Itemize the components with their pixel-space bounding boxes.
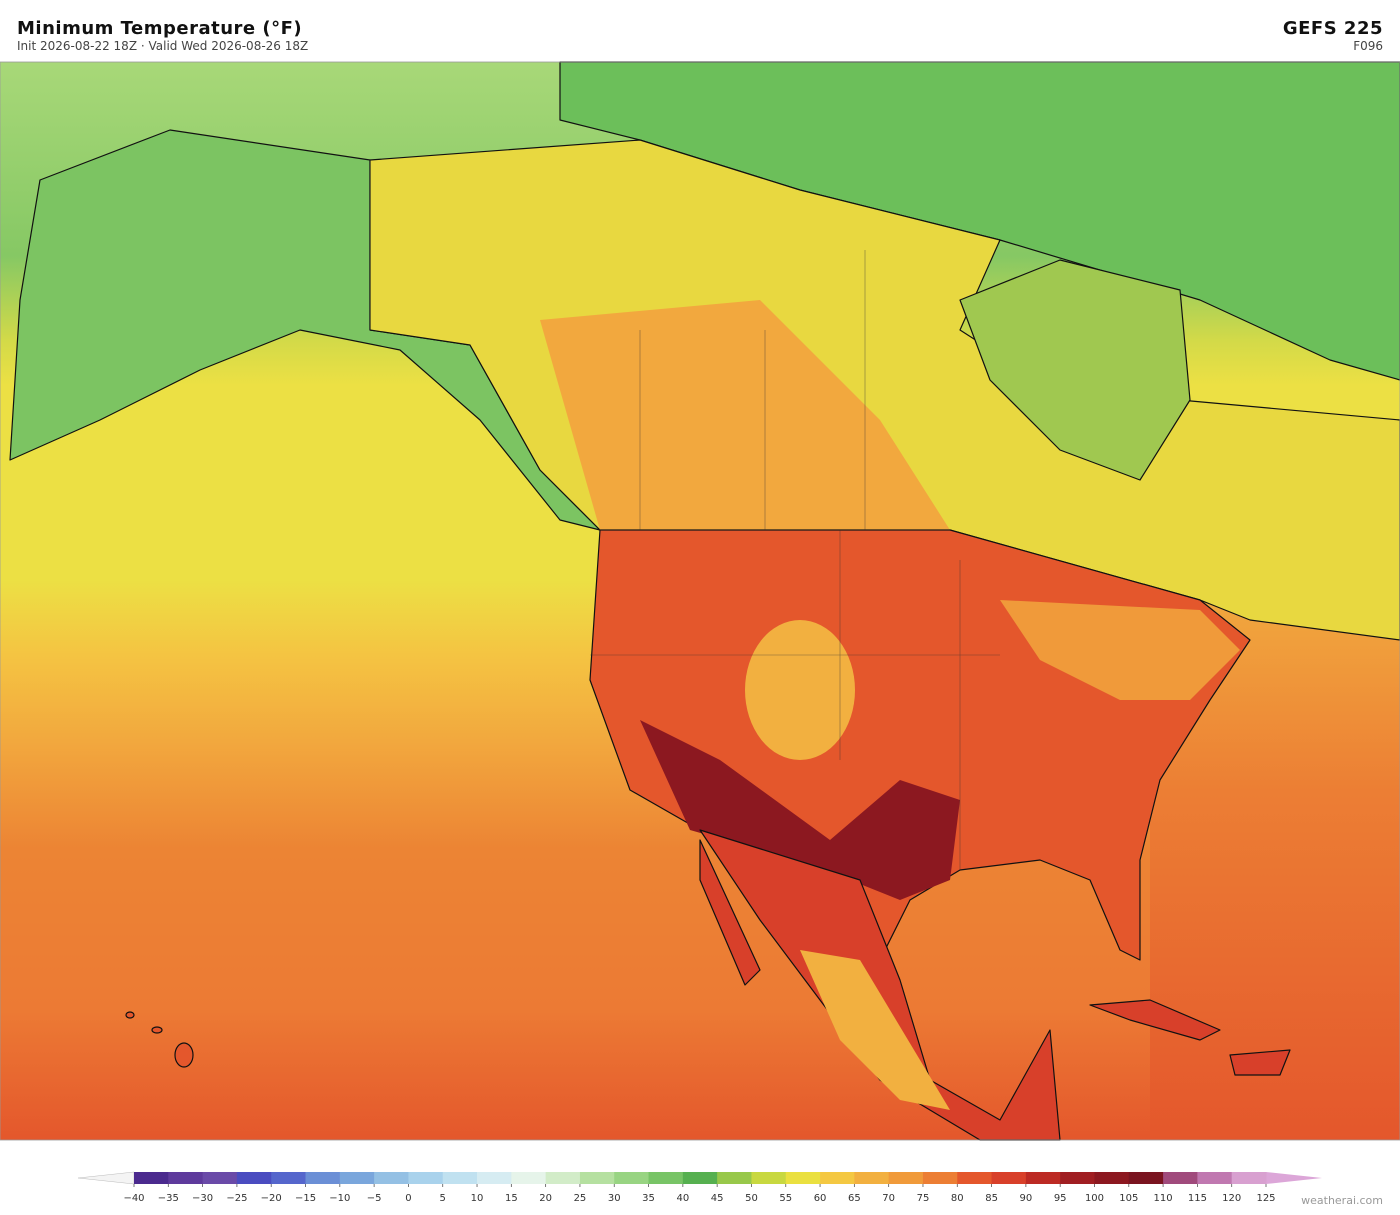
colorbar-bin (511, 1172, 547, 1184)
model-name: GEFS 225 (1283, 18, 1383, 39)
colorbar-tick-label: 65 (848, 1193, 861, 1204)
colorbar-tick-label: 30 (608, 1193, 621, 1204)
colorbar-bin (717, 1172, 752, 1184)
colorbar-bin (339, 1172, 375, 1184)
colorbar-bin (134, 1172, 169, 1184)
colorbar-bin (991, 1172, 1027, 1184)
colorbar-bin (1060, 1172, 1095, 1184)
colorbar-tick-label: 75 (917, 1193, 930, 1204)
mexico (699, 829, 1061, 1141)
cuba (1089, 999, 1221, 1041)
colorbar-tick-label: 35 (642, 1193, 655, 1204)
colorbar-bin (579, 1172, 615, 1184)
hawaii (151, 1026, 163, 1034)
colorbar-bin (1197, 1172, 1233, 1184)
colorbar-tick-label: −15 (295, 1193, 316, 1204)
colorbar-tick-label: 85 (985, 1193, 998, 1204)
colorbar-bin (957, 1172, 993, 1184)
colorbar-bin (888, 1172, 924, 1184)
colorbar-tick-label: −25 (226, 1193, 247, 1204)
colorbar-tick-label: 120 (1222, 1193, 1241, 1204)
colorbar-tick-label: 50 (745, 1193, 758, 1204)
colorbar-bin (408, 1172, 444, 1184)
colorbar-tick-label: 115 (1188, 1193, 1207, 1204)
colorbar-bin (614, 1172, 650, 1184)
colorbar-tick-label: 125 (1256, 1193, 1275, 1204)
colorbar-bin (682, 1172, 718, 1184)
colorbar-bin (648, 1172, 684, 1184)
colorbar-bin (271, 1172, 307, 1184)
hudson-bay (959, 259, 1191, 481)
map-frame (0, 61, 1400, 1141)
hispaniola (1229, 1049, 1291, 1076)
colorbar-bin (168, 1172, 204, 1184)
colorbar-tick-label: 110 (1154, 1193, 1173, 1204)
colorbar-bin (854, 1172, 890, 1184)
colorbar-tick-label: 10 (471, 1193, 484, 1204)
colorbar-tick-label: −20 (261, 1193, 282, 1204)
forecast-hour: F096 (1353, 39, 1383, 53)
colorbar-bin (236, 1172, 272, 1184)
colorbar-tick-label: 25 (574, 1193, 587, 1204)
colorbar-tick-label: −30 (192, 1193, 213, 1204)
colorbar-tick-label: 80 (951, 1193, 964, 1204)
hawaii (174, 1042, 194, 1068)
borders (369, 160, 1000, 870)
watermark: weatherai.com (1301, 1194, 1383, 1207)
colorbar-tick-label: 105 (1119, 1193, 1138, 1204)
colorbar-bin (1025, 1172, 1061, 1184)
colorbar-tick-label: 55 (779, 1193, 792, 1204)
rockies-cool (745, 620, 855, 760)
colorbar-bin (1163, 1172, 1198, 1184)
colorbar-bin (820, 1172, 855, 1184)
colorbar-tick-label: −35 (158, 1193, 179, 1204)
hawaii (125, 1011, 135, 1019)
colorbar-bin (305, 1172, 341, 1184)
map-subtitle: Init 2026-08-22 18Z · Valid Wed 2026-08-… (17, 39, 308, 53)
colorbar-tick-label: 40 (676, 1193, 689, 1204)
colorbar-tick-label: 70 (882, 1193, 895, 1204)
colorbar-bin (751, 1172, 787, 1184)
colorbar-tick-label: −5 (367, 1193, 382, 1204)
colorbar-bin (785, 1172, 821, 1184)
colorbar-tick-label: −40 (123, 1193, 144, 1204)
southwest-hot (640, 720, 960, 900)
colorbar-tick-label: 0 (405, 1193, 411, 1204)
colorbar-under (77, 1171, 135, 1185)
colorbar-bin (442, 1172, 478, 1184)
colorbar-bin (1128, 1172, 1164, 1184)
colorbar-tick-label: 15 (505, 1193, 518, 1204)
colorbar: −40 −35 −30 −25 −20 −15 −10 −5 0 5 10 15 20 25 30 35 40 4… (77, 1171, 1322, 1204)
mexico-highlands (800, 950, 950, 1110)
colorbar-tick-label: 90 (1020, 1193, 1033, 1204)
colorbar-bin (374, 1172, 409, 1184)
prairies-warm (540, 300, 950, 530)
colorbar-tick-label: 95 (1054, 1193, 1067, 1204)
colorbar-tick-label: 20 (539, 1193, 552, 1204)
colorbar-tick-label: 45 (711, 1193, 724, 1204)
baja (699, 839, 761, 986)
colorbar-bin (1094, 1172, 1130, 1184)
colorbar-tick-label: 100 (1085, 1193, 1104, 1204)
colorbar-over (1266, 1172, 1322, 1184)
colorbar-bin (922, 1172, 958, 1184)
colorbar-bin (1231, 1172, 1267, 1184)
colorbar-tick-label: 5 (440, 1193, 446, 1204)
northeast-warm (1000, 600, 1240, 700)
colorbar-bin (545, 1172, 581, 1184)
colorbar-bin (477, 1172, 512, 1184)
colorbar-bin (202, 1172, 238, 1184)
colorbar-tick-label: −10 (329, 1193, 350, 1204)
map (0, 61, 1400, 1141)
colorbar-tick-label: 60 (814, 1193, 827, 1204)
map-title: Minimum Temperature (°F) (17, 18, 302, 39)
